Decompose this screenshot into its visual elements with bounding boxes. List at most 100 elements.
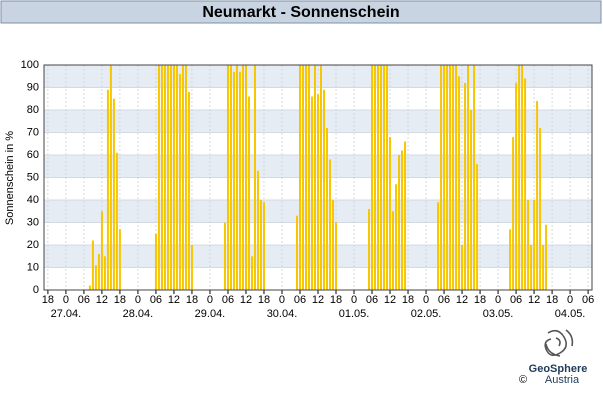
bar [446, 65, 449, 290]
plot-frame [43, 64, 593, 291]
bar [473, 65, 476, 290]
bar [545, 224, 548, 290]
bar [112, 98, 115, 290]
bar [524, 78, 527, 290]
x-tick-label: 12 [168, 294, 180, 306]
bar [380, 65, 383, 290]
x-tick-label: 0 [135, 294, 141, 306]
bar [527, 200, 530, 290]
bar [470, 110, 473, 290]
bar [115, 152, 118, 290]
bar [229, 65, 232, 290]
bar [395, 184, 398, 290]
copyright: © [519, 374, 527, 386]
bar [323, 89, 326, 290]
x-tick-label: 06 [222, 294, 234, 306]
grid-band [44, 65, 592, 88]
bar [232, 71, 235, 290]
x-tick-label: 18 [186, 294, 198, 306]
y-tick-label: 30 [27, 216, 39, 228]
day-label: 03.05. [483, 308, 514, 320]
title-bar [0, 0, 602, 24]
bar [238, 71, 241, 290]
bar [368, 209, 371, 290]
bar [295, 215, 298, 290]
bar [389, 137, 392, 290]
bar [184, 65, 187, 290]
day-label: 28.04. [123, 308, 154, 320]
bar [304, 65, 307, 290]
bar [398, 155, 401, 290]
bar [94, 265, 97, 290]
bar [455, 65, 458, 290]
x-tick-label: 18 [402, 294, 414, 306]
bar [509, 229, 512, 290]
x-tick-label: 18 [258, 294, 270, 306]
bar [223, 222, 226, 290]
bar [106, 89, 109, 290]
bar [247, 96, 250, 290]
x-tick-label: 06 [438, 294, 450, 306]
bar [259, 200, 262, 290]
day-label: 01.05. [339, 308, 370, 320]
day-label: 29.04. [195, 308, 226, 320]
x-tick-label: 18 [114, 294, 126, 306]
day-label: 27.04. [51, 308, 82, 320]
bar [100, 211, 103, 290]
logo: GeoSphere Austria © [519, 329, 588, 386]
day-label: 02.05. [411, 308, 442, 320]
x-tick-label: 12 [456, 294, 468, 306]
bar [530, 245, 533, 290]
bar [515, 83, 518, 290]
x-tick-label: 0 [495, 294, 501, 306]
y-tick-label: 10 [27, 261, 39, 273]
x-tick-label: 12 [528, 294, 540, 306]
bar [443, 65, 446, 290]
bar [476, 164, 479, 290]
bar [452, 65, 455, 290]
bar [518, 65, 521, 290]
bar [160, 65, 163, 290]
bar [244, 65, 247, 290]
x-tick-label: 06 [366, 294, 378, 306]
bar [226, 65, 229, 290]
x-tick-label: 0 [567, 294, 573, 306]
bar [172, 65, 175, 290]
bar [320, 65, 323, 290]
y-tick-label: 50 [27, 171, 39, 183]
x-tick-label: 0 [63, 294, 69, 306]
logo-name: GeoSphere [529, 363, 588, 375]
bar [154, 233, 157, 290]
logo-country: Austria [545, 374, 580, 386]
x-tick-label: 06 [582, 294, 594, 306]
bar [458, 76, 461, 290]
bar [178, 74, 181, 290]
y-tick-label: 70 [27, 126, 39, 138]
bar [326, 128, 329, 290]
x-tick-label: 12 [96, 294, 108, 306]
bar [262, 202, 265, 290]
x-tick-label: 0 [423, 294, 429, 306]
bar [181, 65, 184, 290]
y-axis-label: Sonnenschein in % [4, 131, 16, 225]
bar [235, 65, 238, 290]
bar [301, 65, 304, 290]
bar [187, 92, 190, 290]
x-tick-label: 0 [351, 294, 357, 306]
bar [332, 200, 335, 290]
day-label: 04.05. [555, 308, 586, 320]
bar [467, 65, 470, 290]
x-tick-label: 18 [42, 294, 54, 306]
bar [88, 285, 91, 290]
bar [536, 101, 539, 290]
y-tick-label: 60 [27, 149, 39, 161]
bar [377, 65, 380, 290]
bar [169, 65, 172, 290]
bar [383, 65, 386, 290]
bar [542, 245, 545, 290]
bar [103, 256, 106, 290]
bar [539, 128, 542, 290]
bar [440, 65, 443, 290]
